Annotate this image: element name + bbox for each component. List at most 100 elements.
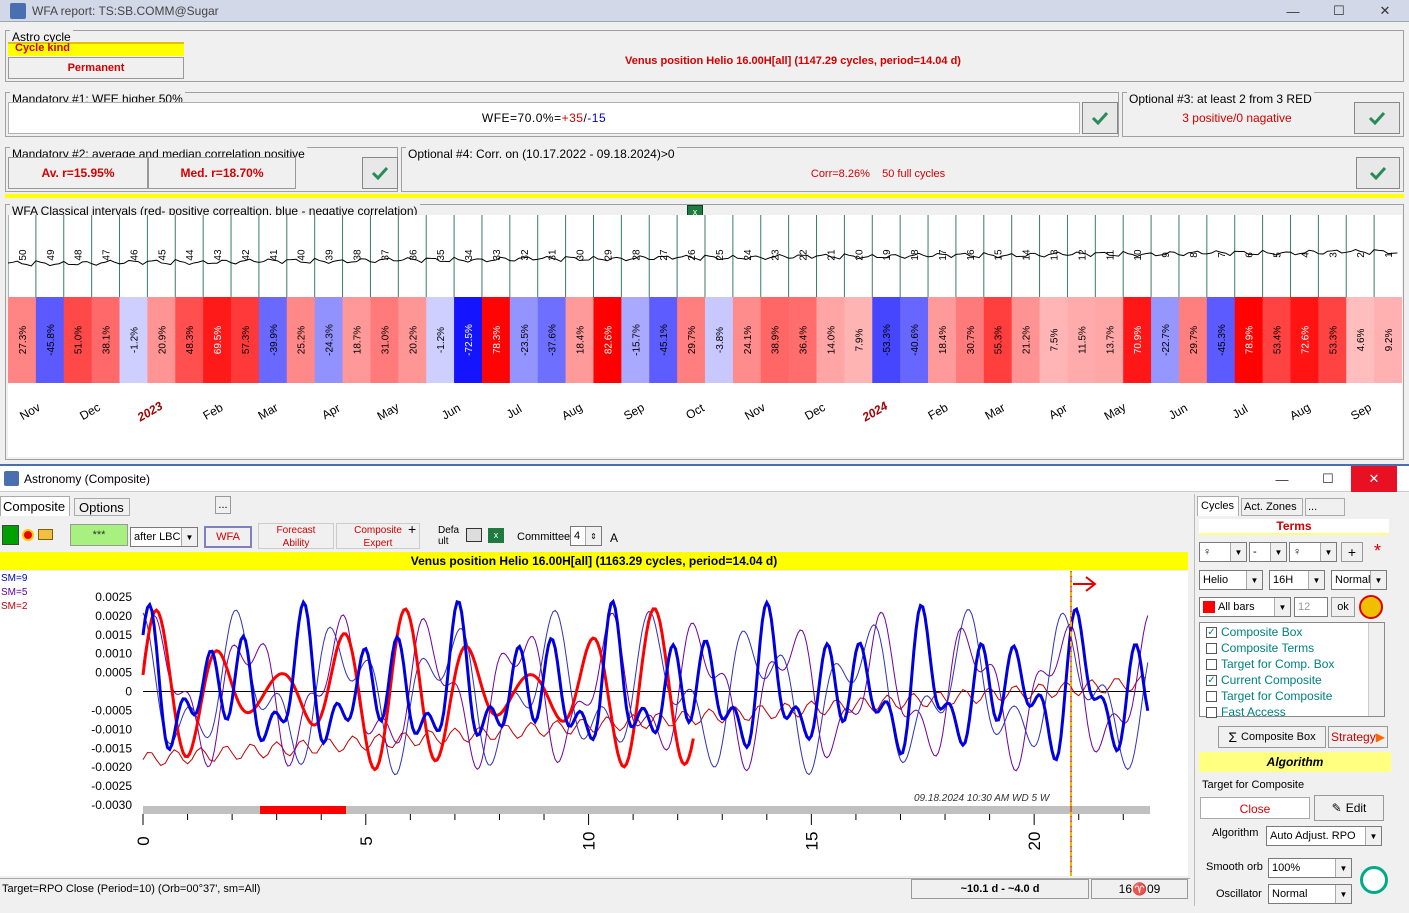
astro-maximize-button[interactable]: ☐ bbox=[1322, 471, 1334, 486]
committee-spinner[interactable]: 4 ⇕ bbox=[570, 526, 602, 546]
option-item[interactable]: ✓ Composite Box bbox=[1206, 625, 1302, 639]
open-folder-icon[interactable] bbox=[38, 529, 53, 540]
planet2-select[interactable]: ♀ ▼ bbox=[1289, 542, 1337, 562]
composite-expert-button[interactable]: Composite Expert bbox=[336, 523, 420, 549]
helio-select[interactable]: Helio ▼ bbox=[1199, 570, 1263, 590]
y-tick-label: 0.0005 bbox=[95, 666, 132, 680]
normal-select[interactable]: Normal ▼ bbox=[1331, 570, 1387, 590]
wfa-bar-value: 9.2% bbox=[1384, 328, 1395, 351]
composite-box-button[interactable]: Σ Composite Box bbox=[1218, 726, 1326, 748]
ok-button[interactable]: ok bbox=[1331, 597, 1355, 617]
asterisk-icon[interactable]: * bbox=[1374, 541, 1382, 561]
astro-close-button[interactable]: ✕ bbox=[1351, 466, 1397, 492]
excel-export-icon[interactable]: x bbox=[488, 528, 504, 543]
minimize-button[interactable]: — bbox=[1286, 3, 1300, 19]
edit-button[interactable]: ✎ Edit bbox=[1314, 795, 1384, 821]
y-tick-label: 0 bbox=[125, 685, 132, 699]
option-item[interactable]: Composite Terms bbox=[1206, 641, 1314, 655]
wfa-bar-value: 38.1% bbox=[102, 326, 113, 354]
close-target-field[interactable]: Close bbox=[1200, 797, 1310, 819]
operator-select[interactable]: - ▼ bbox=[1249, 542, 1287, 562]
wfa-bar-value: 48.3% bbox=[185, 326, 196, 354]
tab-cycles[interactable]: Cycles bbox=[1197, 496, 1239, 516]
green-button[interactable] bbox=[2, 525, 19, 545]
venus-icon: ♀ bbox=[1203, 546, 1212, 558]
checkbox[interactable]: ✓ bbox=[1206, 675, 1217, 687]
option-item[interactable]: Fast Access bbox=[1206, 705, 1286, 719]
close-button[interactable]: ✕ bbox=[1379, 3, 1391, 18]
checkbox[interactable] bbox=[1206, 659, 1217, 671]
wfa-cycle-number: 23 bbox=[771, 249, 782, 261]
mandatory1-check-button[interactable] bbox=[1082, 102, 1118, 134]
wfa-bar bbox=[1151, 297, 1180, 383]
checkbox[interactable] bbox=[1206, 691, 1217, 703]
planet1-select[interactable]: ♀ ▼ bbox=[1199, 542, 1247, 562]
optional3-check-button[interactable] bbox=[1354, 102, 1400, 134]
plus-icon[interactable]: + bbox=[408, 521, 417, 537]
forecast-ability-button[interactable]: Forecast Ability bbox=[258, 523, 334, 549]
after-lbc-select[interactable]: after LBC ▼ bbox=[130, 527, 198, 547]
astro-minimize-button[interactable]: — bbox=[1275, 471, 1289, 487]
wfa-cycle-number: 16 bbox=[966, 249, 977, 261]
strategy-button[interactable]: Strategy ▶ bbox=[1328, 726, 1388, 748]
wfa-bar-value: -23.5% bbox=[520, 324, 531, 356]
maximize-button[interactable]: ☐ bbox=[1333, 3, 1345, 18]
wfa-bar bbox=[760, 297, 790, 383]
wfa-bar-value: 4.6% bbox=[1356, 328, 1367, 351]
checkbox[interactable]: ✓ bbox=[1206, 627, 1217, 639]
hours-select[interactable]: 16H ▼ bbox=[1269, 570, 1325, 590]
median-correlation: Med. r=18.70% bbox=[148, 157, 296, 189]
astronomy-titlebar: Astronomy (Composite) — ☐ ✕ bbox=[0, 466, 1409, 492]
option-label: Current Composite bbox=[1221, 673, 1322, 687]
default-button[interactable]: Defa ult bbox=[438, 525, 460, 547]
bars-select[interactable]: All bars ▼ bbox=[1199, 597, 1291, 617]
sm9-line bbox=[142, 609, 1149, 776]
wfa-label: WFA Classical intervals (red- positive c… bbox=[10, 204, 420, 218]
tab-more[interactable]: ... bbox=[215, 496, 231, 514]
tab-act-zones[interactable]: Act. Zones bbox=[1241, 498, 1303, 516]
number-field[interactable]: 12 bbox=[1294, 597, 1328, 617]
tab-composite[interactable]: Composite bbox=[0, 496, 70, 516]
mandatory2-check-button[interactable] bbox=[362, 157, 398, 189]
tab-options[interactable]: Options bbox=[74, 498, 130, 516]
option-item[interactable]: Target for Composite bbox=[1206, 689, 1332, 703]
add-term-button[interactable]: + bbox=[1341, 542, 1363, 562]
oscillator-label: Oscillator bbox=[1216, 888, 1262, 900]
option-item[interactable]: ✓ Current Composite bbox=[1206, 673, 1322, 687]
y-tick-label: -0.0030 bbox=[91, 798, 132, 812]
optional3-label: Optional #3: at least 2 from 3 RED bbox=[1127, 92, 1314, 106]
a-button[interactable]: A bbox=[610, 531, 619, 545]
wfa-cycle-number: 1 bbox=[1384, 252, 1395, 258]
smooth-select[interactable]: 100% ▼ bbox=[1268, 858, 1352, 878]
checkbox[interactable] bbox=[1206, 707, 1217, 719]
record-icon[interactable] bbox=[22, 529, 34, 541]
tab-right-more[interactable]: ... bbox=[1305, 498, 1345, 516]
option-label: Fast Access bbox=[1221, 705, 1286, 719]
wfa-button[interactable]: WFA bbox=[204, 526, 252, 548]
wfa-bar-value: 13.7% bbox=[1105, 326, 1116, 354]
wfa-bar bbox=[816, 297, 845, 383]
committee-label: Committee bbox=[517, 531, 571, 543]
print-icon[interactable] bbox=[466, 528, 482, 542]
target-icon[interactable] bbox=[1359, 595, 1383, 619]
list-scrollbar[interactable] bbox=[1368, 623, 1384, 716]
y-tick-label: -0.0010 bbox=[91, 722, 132, 736]
yellow-separator bbox=[5, 194, 1404, 198]
wfa-bar bbox=[928, 297, 957, 383]
stars-field[interactable]: *** bbox=[70, 524, 128, 546]
cycle-kind-value[interactable]: Permanent bbox=[8, 57, 184, 79]
wfa-bar-value: 24.1% bbox=[743, 326, 754, 354]
option-item[interactable]: Target for Comp. Box bbox=[1206, 657, 1334, 671]
wfa-bar bbox=[63, 297, 93, 383]
y-tick-label: -0.0015 bbox=[91, 741, 132, 755]
oscillator-select[interactable]: Normal ▼ bbox=[1268, 884, 1352, 904]
wfa-bar-value: -40.6% bbox=[910, 324, 921, 356]
wfa-bar bbox=[593, 297, 622, 383]
oscillator-icon[interactable] bbox=[1360, 866, 1388, 894]
optional4-check-button[interactable] bbox=[1356, 157, 1400, 189]
x-tick-label: 10 bbox=[580, 832, 599, 851]
wfa-bar bbox=[286, 297, 316, 383]
algorithm-select[interactable]: Auto Adjust. RPO ▼ bbox=[1266, 826, 1382, 846]
wfa-bar-value: -45.8% bbox=[46, 324, 57, 356]
checkbox[interactable] bbox=[1206, 643, 1217, 655]
